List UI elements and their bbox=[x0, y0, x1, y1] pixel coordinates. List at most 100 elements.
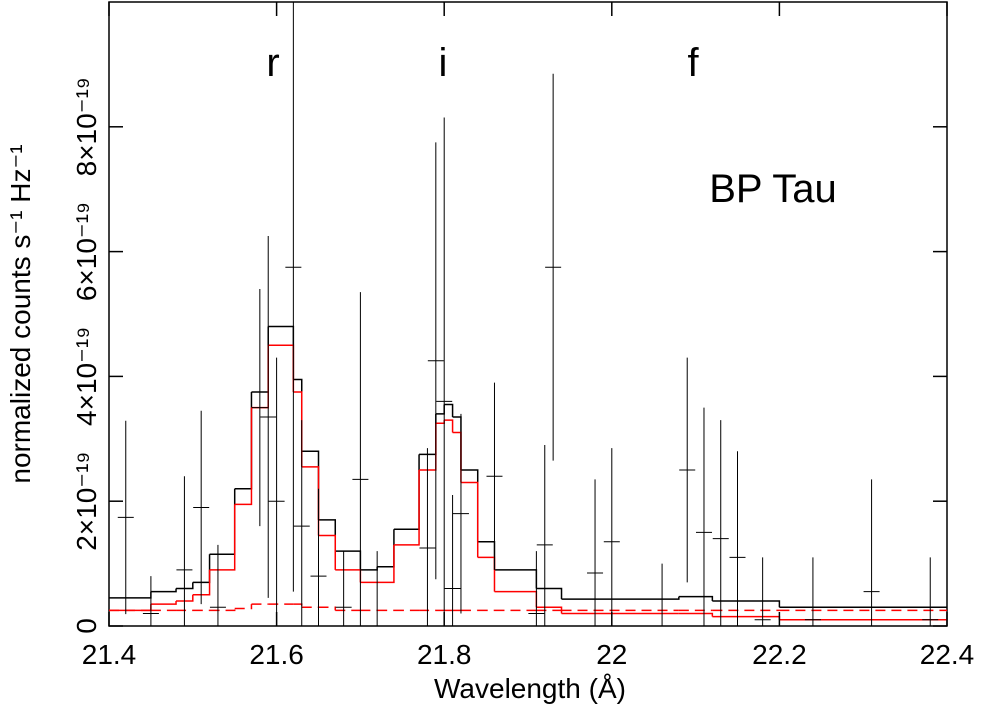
data-point bbox=[251, 289, 268, 527]
data-point bbox=[679, 357, 696, 583]
data-point bbox=[486, 382, 503, 570]
model-step bbox=[268, 344, 295, 392]
x-tick-label: 22.4 bbox=[920, 639, 975, 670]
model-step bbox=[234, 392, 253, 490]
model-step bbox=[176, 582, 194, 590]
model-step bbox=[536, 587, 563, 600]
model-step bbox=[293, 378, 303, 452]
y-axis-label: normalized counts s⁻¹ Hz⁻¹ bbox=[5, 144, 36, 483]
data-point bbox=[369, 551, 386, 626]
model-step bbox=[318, 534, 337, 570]
model-step bbox=[494, 569, 538, 589]
annotation: r bbox=[266, 41, 279, 85]
data-point bbox=[603, 448, 620, 626]
data-point bbox=[654, 563, 671, 626]
annotation: BP Tau bbox=[709, 167, 837, 211]
model-step bbox=[209, 488, 236, 555]
model-step bbox=[678, 595, 714, 602]
model-step bbox=[293, 391, 303, 467]
model-step bbox=[678, 612, 714, 617]
model-step bbox=[192, 569, 211, 596]
data-point bbox=[335, 551, 352, 626]
data-point bbox=[293, 420, 310, 626]
x-tick-label: 21.8 bbox=[417, 639, 472, 670]
model-step bbox=[712, 600, 781, 608]
model-step bbox=[335, 550, 362, 570]
model-step bbox=[109, 604, 152, 612]
data-point bbox=[436, 117, 453, 626]
model-step bbox=[109, 591, 152, 599]
data-point bbox=[176, 476, 193, 626]
data-point bbox=[260, 236, 277, 598]
model-step bbox=[393, 470, 420, 546]
y-tick-label: 4×10⁻¹⁹ bbox=[71, 327, 102, 426]
model-step bbox=[435, 404, 445, 415]
model-step bbox=[477, 556, 496, 592]
model-step bbox=[209, 608, 236, 612]
data-point bbox=[310, 488, 327, 626]
model-step bbox=[234, 604, 253, 610]
y-tick-label: 8×10⁻¹⁹ bbox=[71, 77, 102, 176]
data-point bbox=[587, 479, 604, 626]
data-point bbox=[863, 479, 880, 626]
y-tick-label: 2×10⁻¹⁹ bbox=[71, 452, 102, 551]
x-tick-label: 21.4 bbox=[82, 639, 137, 670]
x-tick-label: 21.6 bbox=[249, 639, 304, 670]
model-step bbox=[444, 419, 454, 433]
model-step bbox=[460, 481, 479, 558]
model-step bbox=[301, 450, 320, 520]
model-step bbox=[234, 407, 253, 506]
data-point bbox=[545, 73, 562, 461]
model-step bbox=[268, 325, 295, 380]
data-point bbox=[754, 557, 771, 626]
x-axis-label: Wavelength (Å) bbox=[434, 673, 626, 704]
model-step bbox=[452, 431, 462, 483]
data-point bbox=[452, 413, 469, 614]
model-step bbox=[393, 454, 420, 531]
model-step bbox=[377, 529, 395, 568]
model-step bbox=[318, 606, 337, 611]
model-step bbox=[477, 541, 496, 570]
plot-frame bbox=[108, 1, 948, 627]
model-step bbox=[293, 603, 303, 608]
annotation: f bbox=[687, 41, 699, 85]
data-point bbox=[209, 544, 226, 626]
data-point bbox=[285, 2, 302, 592]
model-step bbox=[301, 466, 320, 536]
data-point bbox=[712, 420, 729, 626]
data-point bbox=[804, 557, 821, 626]
data-point bbox=[695, 407, 712, 626]
data-point bbox=[528, 551, 545, 626]
annotation: i bbox=[439, 41, 448, 85]
data-point bbox=[117, 420, 134, 615]
x-tick-label: 22.2 bbox=[752, 639, 807, 670]
plot-area bbox=[109, 2, 947, 626]
model-step bbox=[150, 601, 177, 605]
model-step bbox=[460, 469, 479, 542]
model-step bbox=[176, 594, 194, 602]
model-step bbox=[494, 590, 538, 608]
data-point bbox=[427, 142, 444, 580]
data-point bbox=[193, 410, 210, 605]
data-point bbox=[268, 357, 285, 626]
data-point bbox=[922, 557, 939, 626]
data-point bbox=[352, 292, 369, 626]
data-point bbox=[729, 451, 746, 626]
model-step bbox=[150, 588, 177, 593]
model-step bbox=[335, 569, 362, 583]
data-point bbox=[142, 576, 159, 626]
model-step bbox=[444, 403, 454, 417]
model-step bbox=[435, 420, 445, 424]
model-step bbox=[209, 504, 236, 571]
model-step bbox=[452, 416, 462, 470]
model-step bbox=[377, 544, 395, 584]
x-tick-label: 22 bbox=[596, 639, 627, 670]
model-step bbox=[561, 596, 680, 600]
model-step bbox=[360, 566, 378, 571]
y-tick-label: 0 bbox=[71, 618, 102, 634]
data-point bbox=[444, 494, 461, 626]
data-point bbox=[536, 445, 553, 626]
data-point bbox=[419, 448, 436, 626]
y-tick-label: 6×10⁻¹⁹ bbox=[71, 202, 102, 301]
